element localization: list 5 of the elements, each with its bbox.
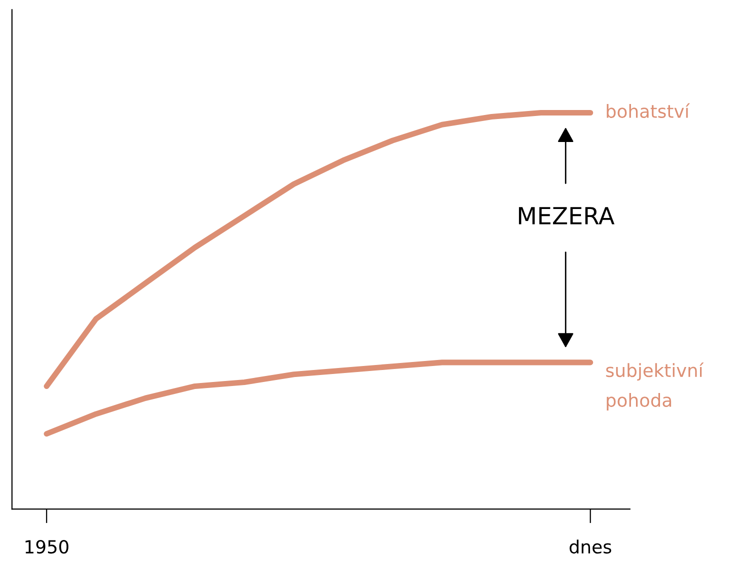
x-tick-label: dnes [570, 540, 612, 554]
series-label: subjektivní pohoda [606, 362, 704, 410]
x-tick-label: 1950 [26, 540, 68, 554]
annotation: MEZERA [518, 207, 614, 224]
series-label: bohatství [606, 103, 690, 118]
